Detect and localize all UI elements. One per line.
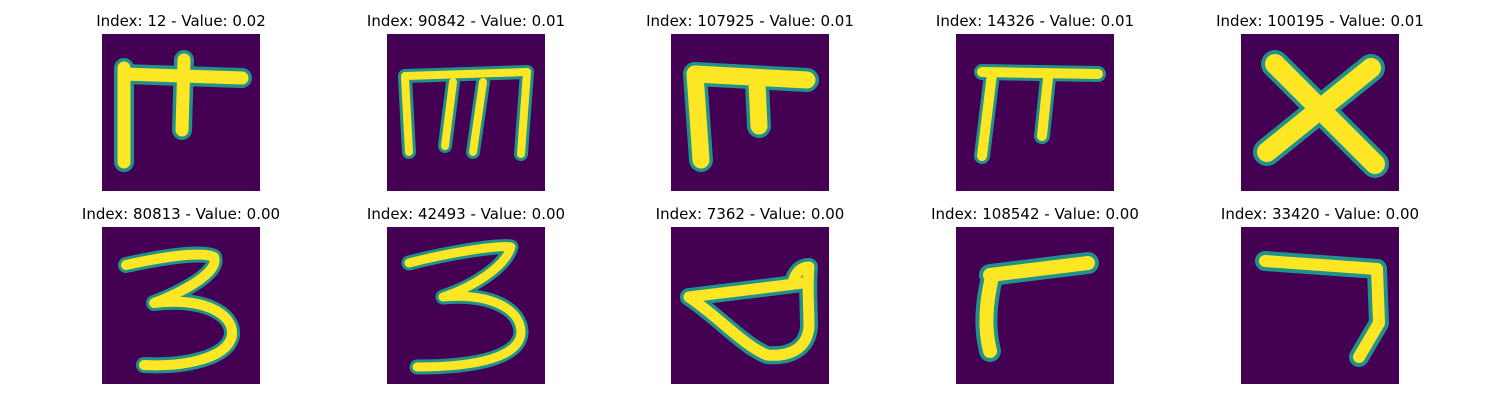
glyph-7362-drawing: [680, 258, 818, 365]
glyph-image: [956, 34, 1114, 191]
glyph-image: [956, 227, 1114, 384]
panel-title: Index: 100195 - Value: 0.01: [1216, 12, 1424, 30]
glyph-image: [387, 34, 545, 191]
glyph-image: [102, 227, 260, 384]
glyph-image: [671, 227, 829, 384]
panel-title: Index: 107925 - Value: 0.01: [646, 12, 854, 30]
glyph-14326-drawing: [974, 64, 1106, 164]
glyph-80813-drawing: [118, 246, 240, 374]
panel-title: Index: 14326 - Value: 0.01: [935, 12, 1135, 30]
glyph-image: [102, 34, 260, 191]
glyph-42493-drawing: [401, 239, 529, 375]
glyph-108542-drawing: [975, 252, 1099, 362]
glyph-image: [671, 34, 829, 191]
glyph-107925-drawing: [683, 62, 819, 172]
glyph-90842-drawing: [398, 65, 534, 161]
glyph-image: [1241, 34, 1399, 191]
panel-title: Index: 108542 - Value: 0.00: [931, 205, 1139, 223]
glyph-12-drawing: [114, 50, 252, 172]
panel-title: Index: 90842 - Value: 0.01: [366, 12, 566, 30]
glyph-image: [1241, 227, 1399, 384]
panel-title: Index: 12 - Value: 0.02: [96, 12, 266, 30]
panel-title: Index: 33420 - Value: 0.00: [1220, 205, 1420, 223]
glyph-100195-drawing: [1253, 50, 1389, 178]
panel-title: Index: 80813 - Value: 0.00: [81, 205, 281, 223]
panel-title: Index: 7362 - Value: 0.00: [655, 205, 845, 223]
glyph-image: [387, 227, 545, 384]
panel-title: Index: 42493 - Value: 0.00: [366, 205, 566, 223]
glyph-33420-drawing: [1255, 251, 1389, 367]
